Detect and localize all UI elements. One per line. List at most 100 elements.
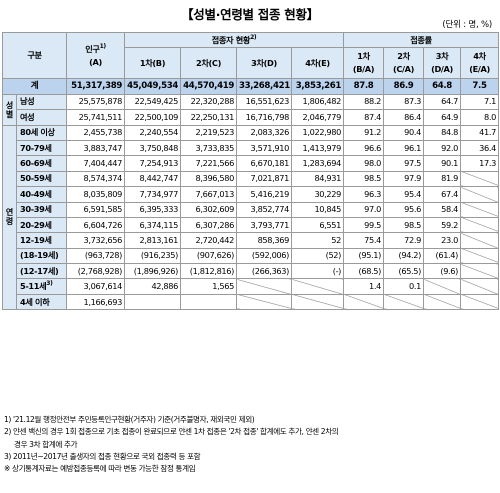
cell-dose3: 858,369 <box>236 232 292 249</box>
cell-rate-r1: 98.5 <box>343 170 385 188</box>
cell-rate-r2: (65.5) <box>383 263 425 280</box>
footnote-1: 1) '21.12월 행정안전부 주민등록인구현황(거주자) 기준(거주불명자,… <box>4 415 255 424</box>
cell-rate-r1: 87.4 <box>343 109 385 126</box>
header-dose3: 3차(D) <box>236 47 292 80</box>
table-row: 30-39세 6,591,585 6,395,333 6,302,609 3,852,7… <box>3 201 500 218</box>
cell-population: 6,604,726 <box>66 216 125 234</box>
cell-dose4: 52 <box>290 232 345 249</box>
cell-rate-r4 <box>460 201 500 218</box>
header-rate1: 1차 (B/A) <box>343 47 385 80</box>
cell-rate-r3: 84.8 <box>423 124 462 141</box>
cell-dose4: 1,283,694 <box>290 155 345 172</box>
cell-rate-r1: 88.2 <box>343 93 385 111</box>
cell-dose1: 3,750,848 <box>124 139 181 157</box>
cell-dose2 <box>180 293 237 311</box>
cell-dose4: 1,413,979 <box>290 139 345 157</box>
header-dose2: 2차(C) <box>180 47 237 80</box>
cell-rate-r4: 36.4 <box>460 139 500 157</box>
table-row: 70-79세 3,883,747 3,750,848 3,733,835 3,571,9… <box>3 139 500 157</box>
cell-dose1: 22,549,425 <box>124 93 181 111</box>
cell-dose2: 6,302,609 <box>180 201 237 218</box>
total-d1: 45,049,534 <box>124 78 181 95</box>
row-label: 40-49세 <box>16 186 67 203</box>
age-section: 연령 80세 이상 2,455,738 2,240,554 2,219,523 2,083… <box>2 124 500 311</box>
cell-rate-r3: (61.4) <box>423 247 462 265</box>
total-d2: 44,570,419 <box>180 78 237 95</box>
cell-rate-r4: 17.3 <box>460 155 500 172</box>
vaccination-table: 구분 인구1) (A) 접종자 현황2) 접종률 1차(B) 2차(C) 3차(… <box>2 31 500 311</box>
cell-rate-r2: 98.5 <box>383 216 425 234</box>
header-vaccinated-group: 접종자 현황2) <box>123 31 345 49</box>
cell-dose3: 16,551,623 <box>236 93 292 111</box>
group-label-sex: 성별 <box>2 93 17 126</box>
cell-dose1: 2,240,554 <box>124 124 181 141</box>
cell-population: 6,591,585 <box>66 201 125 218</box>
cell-dose4: 1,022,980 <box>290 124 345 141</box>
cell-dose3 <box>236 293 292 311</box>
cell-dose3: 6,670,181 <box>236 155 292 172</box>
total-label: 계 <box>2 78 67 95</box>
sex-section: 성별 남성 25,575,878 22,549,425 22,320,288 16,551… <box>2 93 500 126</box>
cell-dose1: 8,442,747 <box>124 170 181 188</box>
cell-dose2: 1,565 <box>180 278 237 295</box>
cell-rate-r3: 92.0 <box>423 139 462 157</box>
cell-population: 25,575,878 <box>66 93 125 111</box>
cell-rate-r4 <box>460 232 500 249</box>
table-row: (12-17세) (2,768,928) (1,896,926) (1,812,816… <box>3 263 500 280</box>
cell-rate-r4: 7.1 <box>460 93 500 111</box>
footnote-provisional: ※ 상기통계자료는 예방접종등록에 따라 변동 가능한 잠정 통계임 <box>4 464 196 474</box>
unit-label: (단위 : 명, %) <box>442 20 492 30</box>
cell-rate-r1: 97.0 <box>343 201 385 218</box>
cell-rate-r3: 59.2 <box>423 216 462 234</box>
cell-dose2: 7,221,566 <box>180 155 237 172</box>
cell-population: (963,728) <box>66 247 125 265</box>
cell-rate-r2: 96.1 <box>383 139 425 157</box>
cell-rate-r1: (68.5) <box>343 263 385 280</box>
cell-dose3: (592,006) <box>236 247 292 265</box>
cell-rate-r2: 95.4 <box>383 186 425 203</box>
cell-rate-r1: 91.2 <box>343 124 385 141</box>
cell-dose1: 7,734,977 <box>124 186 181 203</box>
group-label-age: 연령 <box>2 124 17 311</box>
cell-dose4: 2,046,779 <box>290 109 345 126</box>
total-row: 계 51,317,389 45,049,534 44,570,419 33,26… <box>2 78 500 95</box>
table-row: 12-19세 3,732,656 2,813,161 2,720,442 858,369… <box>3 232 500 249</box>
cell-rate-r1: 98.0 <box>343 155 385 172</box>
row-label: 여성 <box>16 109 67 126</box>
table-row: 20-29세 6,604,726 6,374,115 6,307,286 3,793,7… <box>3 216 500 234</box>
cell-rate-r2: 95.6 <box>383 201 425 218</box>
cell-dose1: 22,500,109 <box>124 109 181 126</box>
cell-dose1: (916,235) <box>124 247 181 265</box>
cell-dose4: 6,551 <box>290 216 345 234</box>
row-label: 80세 이상 <box>16 124 67 141</box>
header-rate-group: 접종률 <box>343 31 500 49</box>
cell-rate-r3: 58.4 <box>423 201 462 218</box>
cell-rate-r1: 1.4 <box>343 278 385 295</box>
cell-rate-r2: 97.5 <box>383 155 425 172</box>
cell-dose2: 6,307,286 <box>180 216 237 234</box>
cell-rate-r2: 86.4 <box>383 109 425 126</box>
footnote-3: 3) 2011년~2017년 출생자의 접종 현황으로 국외 접종력 등 포함 <box>4 451 201 461</box>
table-title: 【성별·연령별 접종 현황】 <box>181 7 319 22</box>
row-label: 20-29세 <box>16 216 67 234</box>
row-label: 50-59세 <box>16 170 67 188</box>
cell-population: 3,883,747 <box>66 139 125 157</box>
cell-rate-r1: 75.4 <box>343 232 385 249</box>
cell-rate-r3: 64.7 <box>423 93 462 111</box>
header-rate3: 3차 (D/A) <box>423 47 462 80</box>
row-label: 4세 이하 <box>16 293 67 311</box>
total-r4: 7.5 <box>460 78 500 95</box>
cell-dose3: 7,021,871 <box>236 170 292 188</box>
cell-dose1 <box>124 293 181 311</box>
cell-rate-r1 <box>343 293 385 311</box>
table-row: 연령 80세 이상 2,455,738 2,240,554 2,219,523 2,083… <box>2 124 500 311</box>
cell-dose4: 84,931 <box>290 170 345 188</box>
row-label: (18-19세) <box>16 247 67 265</box>
row-label: 12-19세 <box>16 232 67 249</box>
row-label: 5-11세3) <box>16 278 67 295</box>
cell-rate-r4 <box>460 263 500 280</box>
cell-population: 25,741,511 <box>66 109 125 126</box>
cell-rate-r3: 23.0 <box>423 232 462 249</box>
cell-rate-r4 <box>460 170 500 188</box>
cell-rate-r4: 8.0 <box>460 109 500 126</box>
